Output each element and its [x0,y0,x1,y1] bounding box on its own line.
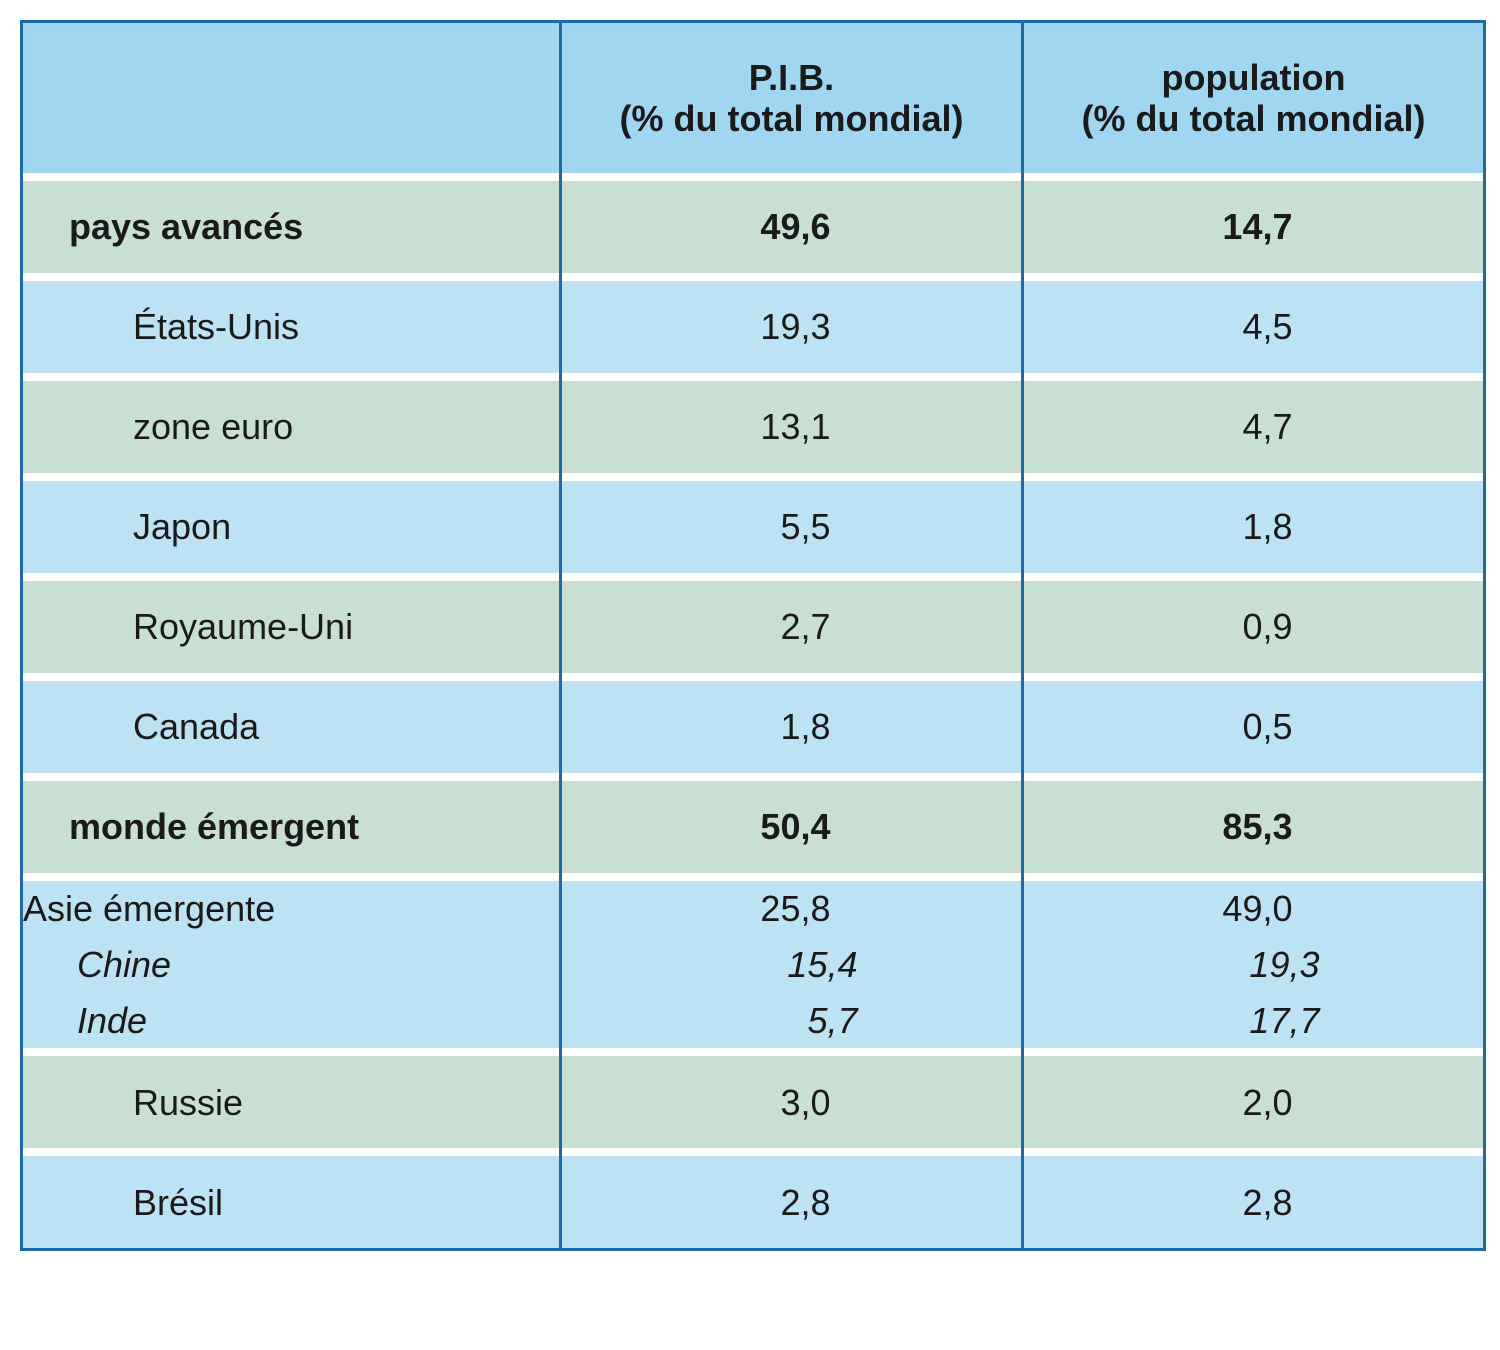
row-population: 2,0 [1021,1056,1483,1148]
row-label: Canada [23,681,559,773]
row-population: 4,7 [1021,381,1483,473]
row-population: 85,3 [1021,781,1483,873]
row-pib: 19,3 [559,281,1021,373]
row-label: Asie émergenteChineInde [23,881,559,1048]
table-row: zone euro13,14,7 [23,381,1483,473]
row-pib: 3,0 [559,1056,1021,1148]
row-population: 4,5 [1021,281,1483,373]
row-pib: 1,8 [559,681,1021,773]
row-pib: 5,5 [559,481,1021,573]
row-pib-line: 5,7 [562,993,1021,1049]
row-label: Russie [23,1056,559,1148]
table-row: Japon5,51,8 [23,481,1483,573]
row-population: 0,5 [1021,681,1483,773]
row-label-line: Inde [23,993,559,1049]
table-row: États-Unis19,34,5 [23,281,1483,373]
row-label-line: Asie émergente [23,881,559,937]
header-pib: P.I.B.(% du total mondial) [559,23,1021,173]
row-label: zone euro [23,381,559,473]
row-label: Brésil [23,1156,559,1248]
row-label: Japon [23,481,559,573]
row-population: 14,7 [1021,181,1483,273]
row-pib: 13,1 [559,381,1021,473]
row-label: monde émergent [23,781,559,873]
table-row: Canada1,80,5 [23,681,1483,773]
row-population: 1,8 [1021,481,1483,573]
row-population: 49,019,317,7 [1021,881,1483,1048]
table-row: Royaume-Uni2,70,9 [23,581,1483,673]
row-pib: 2,7 [559,581,1021,673]
table-row: monde émergent50,485,3 [23,781,1483,873]
row-pib-line: 25,8 [562,881,1021,937]
row-pop-line: 49,0 [1024,881,1483,937]
table-row: pays avancés49,614,7 [23,181,1483,273]
row-label: pays avancés [23,181,559,273]
gdp-population-table: P.I.B.(% du total mondial)population(% d… [20,20,1486,1251]
row-population: 2,8 [1021,1156,1483,1248]
table-row: Russie3,02,0 [23,1056,1483,1148]
header-blank [23,23,559,173]
table-row: Asie émergenteChineInde25,815,45,749,019… [23,881,1483,1048]
row-pib-line: 15,4 [562,937,1021,993]
row-pop-line: 19,3 [1024,937,1483,993]
row-label-line: Chine [23,937,559,993]
header-population: population(% du total mondial) [1021,23,1483,173]
row-label: États-Unis [23,281,559,373]
row-pib: 49,6 [559,181,1021,273]
row-population: 0,9 [1021,581,1483,673]
row-label: Royaume-Uni [23,581,559,673]
row-pib: 25,815,45,7 [559,881,1021,1048]
table-row: Brésil2,82,8 [23,1156,1483,1248]
row-pop-line: 17,7 [1024,993,1483,1049]
table-header: P.I.B.(% du total mondial)population(% d… [23,23,1483,173]
row-pib: 2,8 [559,1156,1021,1248]
row-pib: 50,4 [559,781,1021,873]
